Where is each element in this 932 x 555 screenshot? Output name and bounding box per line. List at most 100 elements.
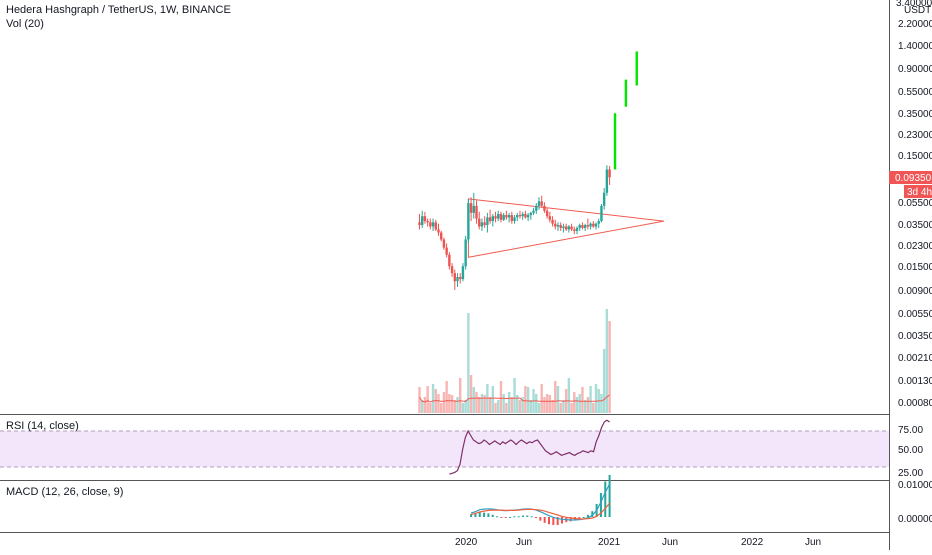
candle-body xyxy=(543,205,546,211)
candle-body xyxy=(581,225,584,228)
candle-body xyxy=(608,169,611,178)
volume-axis[interactable]: 0.00550 0.00350 0.00210 0.00130 0.00080 xyxy=(898,309,932,409)
candle-body xyxy=(450,266,454,274)
volume-bars xyxy=(418,309,611,413)
volume-bar xyxy=(478,397,481,413)
candle-body xyxy=(526,215,530,218)
candle-body xyxy=(583,225,587,228)
candle-body xyxy=(431,222,435,227)
volume-bar xyxy=(537,403,541,413)
price-tick: 0.90000 xyxy=(898,64,932,75)
volume-bar xyxy=(524,386,527,413)
candle-body xyxy=(578,225,581,228)
volume-bar xyxy=(581,387,584,413)
volume-bar xyxy=(516,395,519,413)
candle-body xyxy=(592,223,595,227)
volume-bar xyxy=(488,397,492,413)
candle-body xyxy=(418,222,421,226)
volume-bar xyxy=(429,403,432,413)
volume-tick: 0.00550 xyxy=(898,309,932,320)
candle-body xyxy=(448,254,451,267)
macd-histogram-bar xyxy=(547,517,550,525)
candle-body xyxy=(532,210,535,213)
volume-bar xyxy=(497,400,500,413)
macd-histogram-bar xyxy=(517,516,520,518)
candle-body xyxy=(502,215,505,220)
rsi-band xyxy=(0,431,889,467)
macd-histogram-bar xyxy=(543,517,546,523)
candle-body xyxy=(426,221,429,223)
volume-bar xyxy=(461,403,465,413)
volume-bar xyxy=(589,386,592,413)
volume-bar xyxy=(469,375,473,413)
volume-tick: 0.00080 xyxy=(898,398,932,409)
candle-body xyxy=(478,218,481,227)
candle-body xyxy=(488,217,492,222)
volume-legend[interactable]: Vol (20) xyxy=(6,18,44,30)
candle-body xyxy=(445,247,448,255)
macd-tick: 0.01000 xyxy=(898,480,932,491)
candle-body xyxy=(464,239,467,267)
symbol-title[interactable]: Hedera Hashgraph / TetherUS, 1W, BINANCE xyxy=(6,4,231,16)
macd-histogram-bar xyxy=(608,474,611,517)
volume-bar xyxy=(505,403,508,413)
countdown-badge[interactable] xyxy=(904,185,932,198)
macd-histogram-bar xyxy=(582,517,585,518)
candle-body xyxy=(594,223,598,227)
candle-body xyxy=(491,216,495,222)
macd-histogram-bar xyxy=(483,512,486,517)
price-axis[interactable]: 3.40000 USDT 2.20000 1.40000 0.90000 0.5… xyxy=(896,0,932,297)
price-tick: 0.01500 xyxy=(898,262,932,273)
volume-bar xyxy=(535,394,538,413)
time-tick: Jun xyxy=(662,537,678,548)
candle-body xyxy=(461,266,465,280)
volume-bar xyxy=(605,309,609,413)
volume-bar xyxy=(491,386,495,413)
macd-histogram-bar xyxy=(552,517,555,525)
candle-body xyxy=(507,215,511,218)
macd-histogram-bar xyxy=(487,513,490,517)
volume-bar xyxy=(437,394,440,413)
candle-body xyxy=(459,277,462,280)
macd-legend[interactable]: MACD (12, 26, close, 9) xyxy=(6,486,123,498)
price-tick: 0.00900 xyxy=(898,286,932,297)
volume-bar xyxy=(442,392,446,413)
time-tick: Jun xyxy=(805,537,821,548)
volume-bar xyxy=(518,400,522,413)
volume-bar xyxy=(472,387,476,413)
volume-bar xyxy=(543,397,546,413)
current-price-badge[interactable] xyxy=(889,171,932,184)
candle-body xyxy=(423,216,427,222)
candle-body xyxy=(567,226,571,230)
price-tick: 0.02300 xyxy=(898,241,932,252)
volume-bar xyxy=(594,384,598,413)
volume-bar xyxy=(586,397,590,413)
volume-bar xyxy=(600,394,603,413)
macd-plot xyxy=(470,474,611,525)
price-tick: 1.40000 xyxy=(898,41,932,52)
macd-tick: 0.00000 xyxy=(898,514,932,525)
volume-bar xyxy=(608,321,611,413)
macd-histogram-bar xyxy=(513,516,516,518)
macd-axis[interactable]: 0.01000 0.00000 xyxy=(898,480,932,525)
candle-body xyxy=(605,169,609,193)
time-axis[interactable]: 2020 Jun 2021 Jun 2022 Jun xyxy=(455,537,821,548)
volume-bar xyxy=(480,394,484,413)
candle-body xyxy=(483,222,486,226)
volume-bar xyxy=(510,397,514,413)
rsi-legend[interactable]: RSI (14, close) xyxy=(6,420,79,432)
candle-body xyxy=(437,229,440,233)
volume-bar xyxy=(426,386,429,413)
macd-histogram-bar xyxy=(509,517,512,518)
volume-bar xyxy=(562,400,565,413)
rsi-axis[interactable]: 75.00 50.00 25.00 xyxy=(898,425,923,479)
candle-body xyxy=(529,212,533,216)
price-axis-currency: USDT xyxy=(904,5,931,16)
macd-histogram-bar xyxy=(569,517,572,522)
volume-bar xyxy=(494,403,497,413)
volume-bar xyxy=(521,397,524,413)
volume-bar xyxy=(507,392,511,413)
macd-histogram-bar xyxy=(578,517,581,519)
